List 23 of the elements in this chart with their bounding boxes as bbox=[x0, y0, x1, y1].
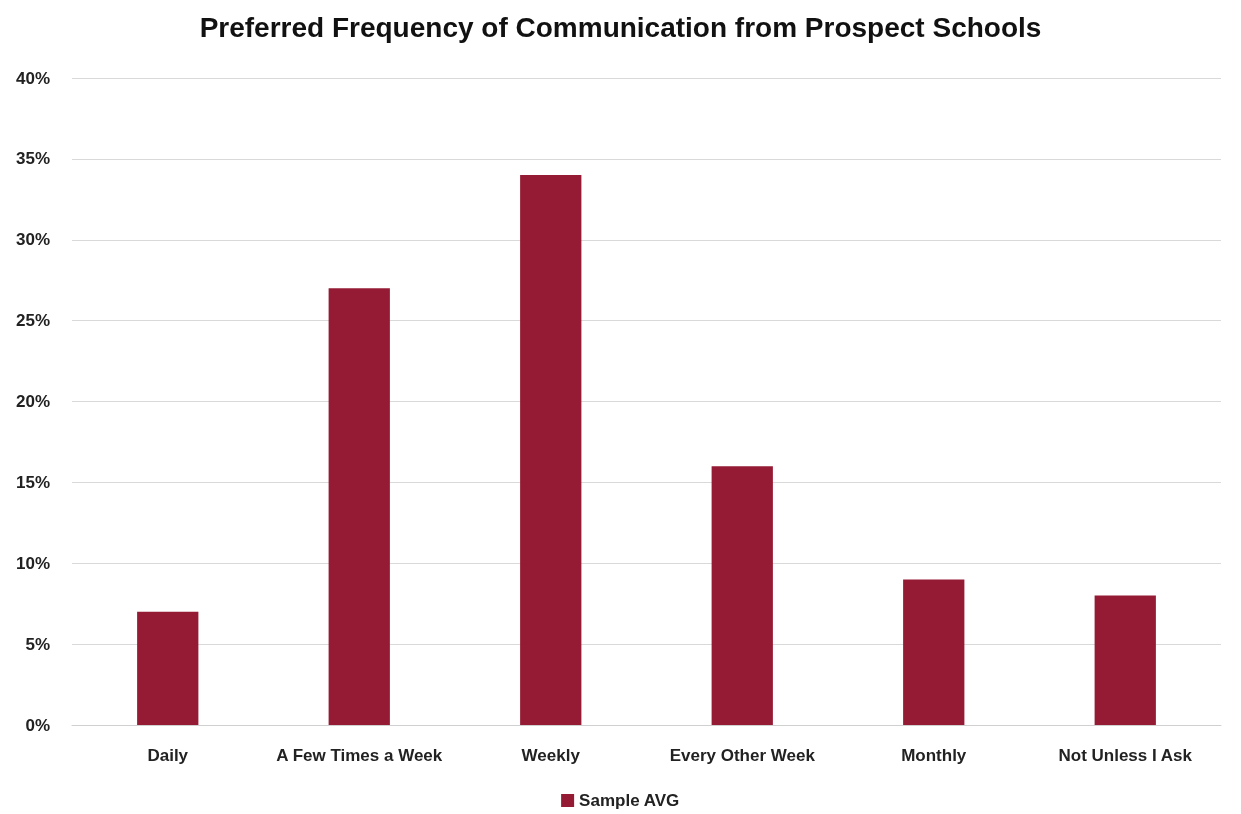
y-tick-label: 30% bbox=[15, 230, 50, 250]
bar bbox=[1094, 595, 1156, 725]
y-tick-label: 0% bbox=[25, 715, 50, 735]
x-tick-label: Daily bbox=[147, 746, 189, 765]
legend-label: Sample AVG bbox=[579, 791, 680, 810]
x-tick-label: Monthly bbox=[901, 746, 967, 765]
chart-title: Preferred Frequency of Communication from Prospect Schools bbox=[199, 11, 1042, 43]
x-tick-label: A Few Times a Week bbox=[276, 746, 443, 765]
bar bbox=[520, 175, 582, 725]
bar bbox=[711, 466, 773, 725]
y-tick-label: 20% bbox=[15, 392, 50, 411]
bar bbox=[328, 288, 390, 725]
y-tick-label: 10% bbox=[15, 553, 50, 573]
y-tick-label: 5% bbox=[25, 634, 50, 654]
bar bbox=[137, 611, 199, 725]
y-tick-label: 15% bbox=[15, 472, 50, 492]
y-tick-label: 40% bbox=[15, 68, 50, 88]
y-tick-label: 35% bbox=[15, 149, 50, 169]
bar bbox=[903, 579, 965, 725]
x-tick-label: Not Unless I Ask bbox=[1058, 746, 1193, 765]
x-tick-label: Weekly bbox=[521, 746, 581, 765]
y-tick-label: 25% bbox=[15, 311, 50, 331]
x-tick-label: Every Other Week bbox=[669, 746, 816, 765]
